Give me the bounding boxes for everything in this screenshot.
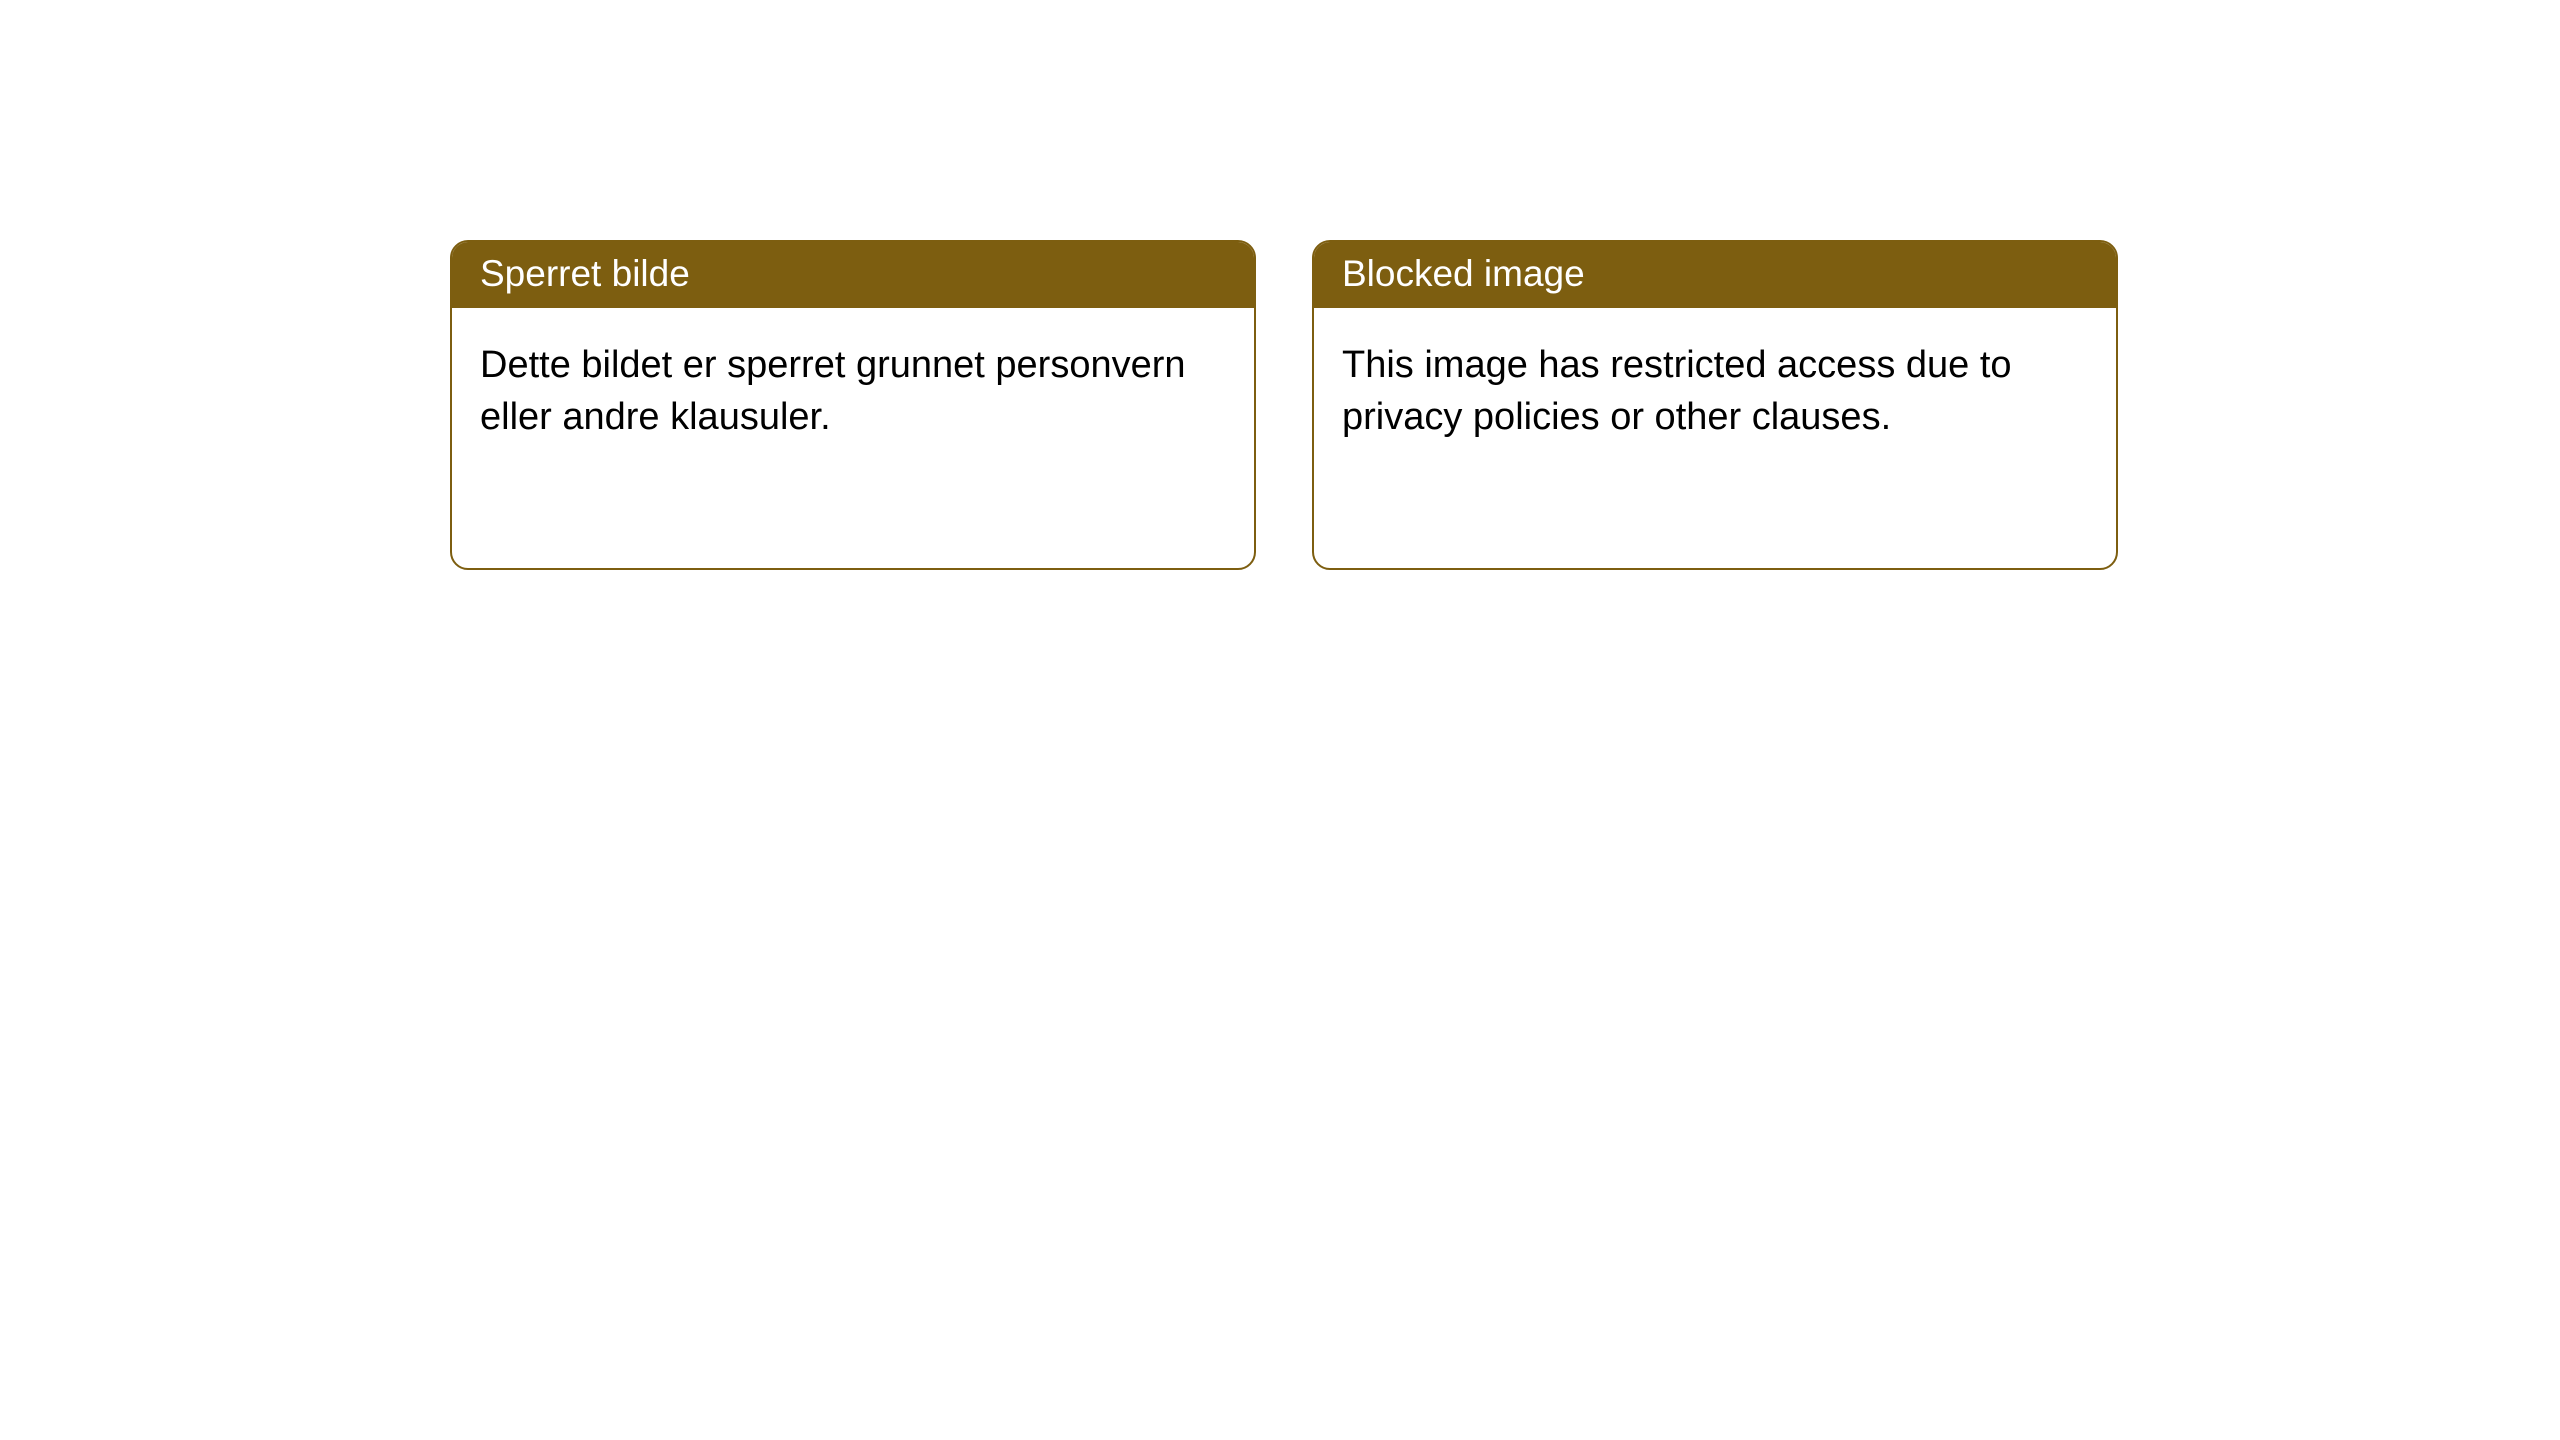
- notice-text-no: Dette bildet er sperret grunnet personve…: [480, 340, 1226, 443]
- notice-body-en: This image has restricted access due to …: [1314, 308, 2116, 568]
- notice-title-no: Sperret bilde: [452, 242, 1254, 308]
- notice-body-no: Dette bildet er sperret grunnet personve…: [452, 308, 1254, 568]
- notice-text-en: This image has restricted access due to …: [1342, 340, 2088, 443]
- notice-card-no: Sperret bilde Dette bildet er sperret gr…: [450, 240, 1256, 570]
- notice-title-en: Blocked image: [1314, 242, 2116, 308]
- notice-card-en: Blocked image This image has restricted …: [1312, 240, 2118, 570]
- notice-container: Sperret bilde Dette bildet er sperret gr…: [0, 0, 2560, 570]
